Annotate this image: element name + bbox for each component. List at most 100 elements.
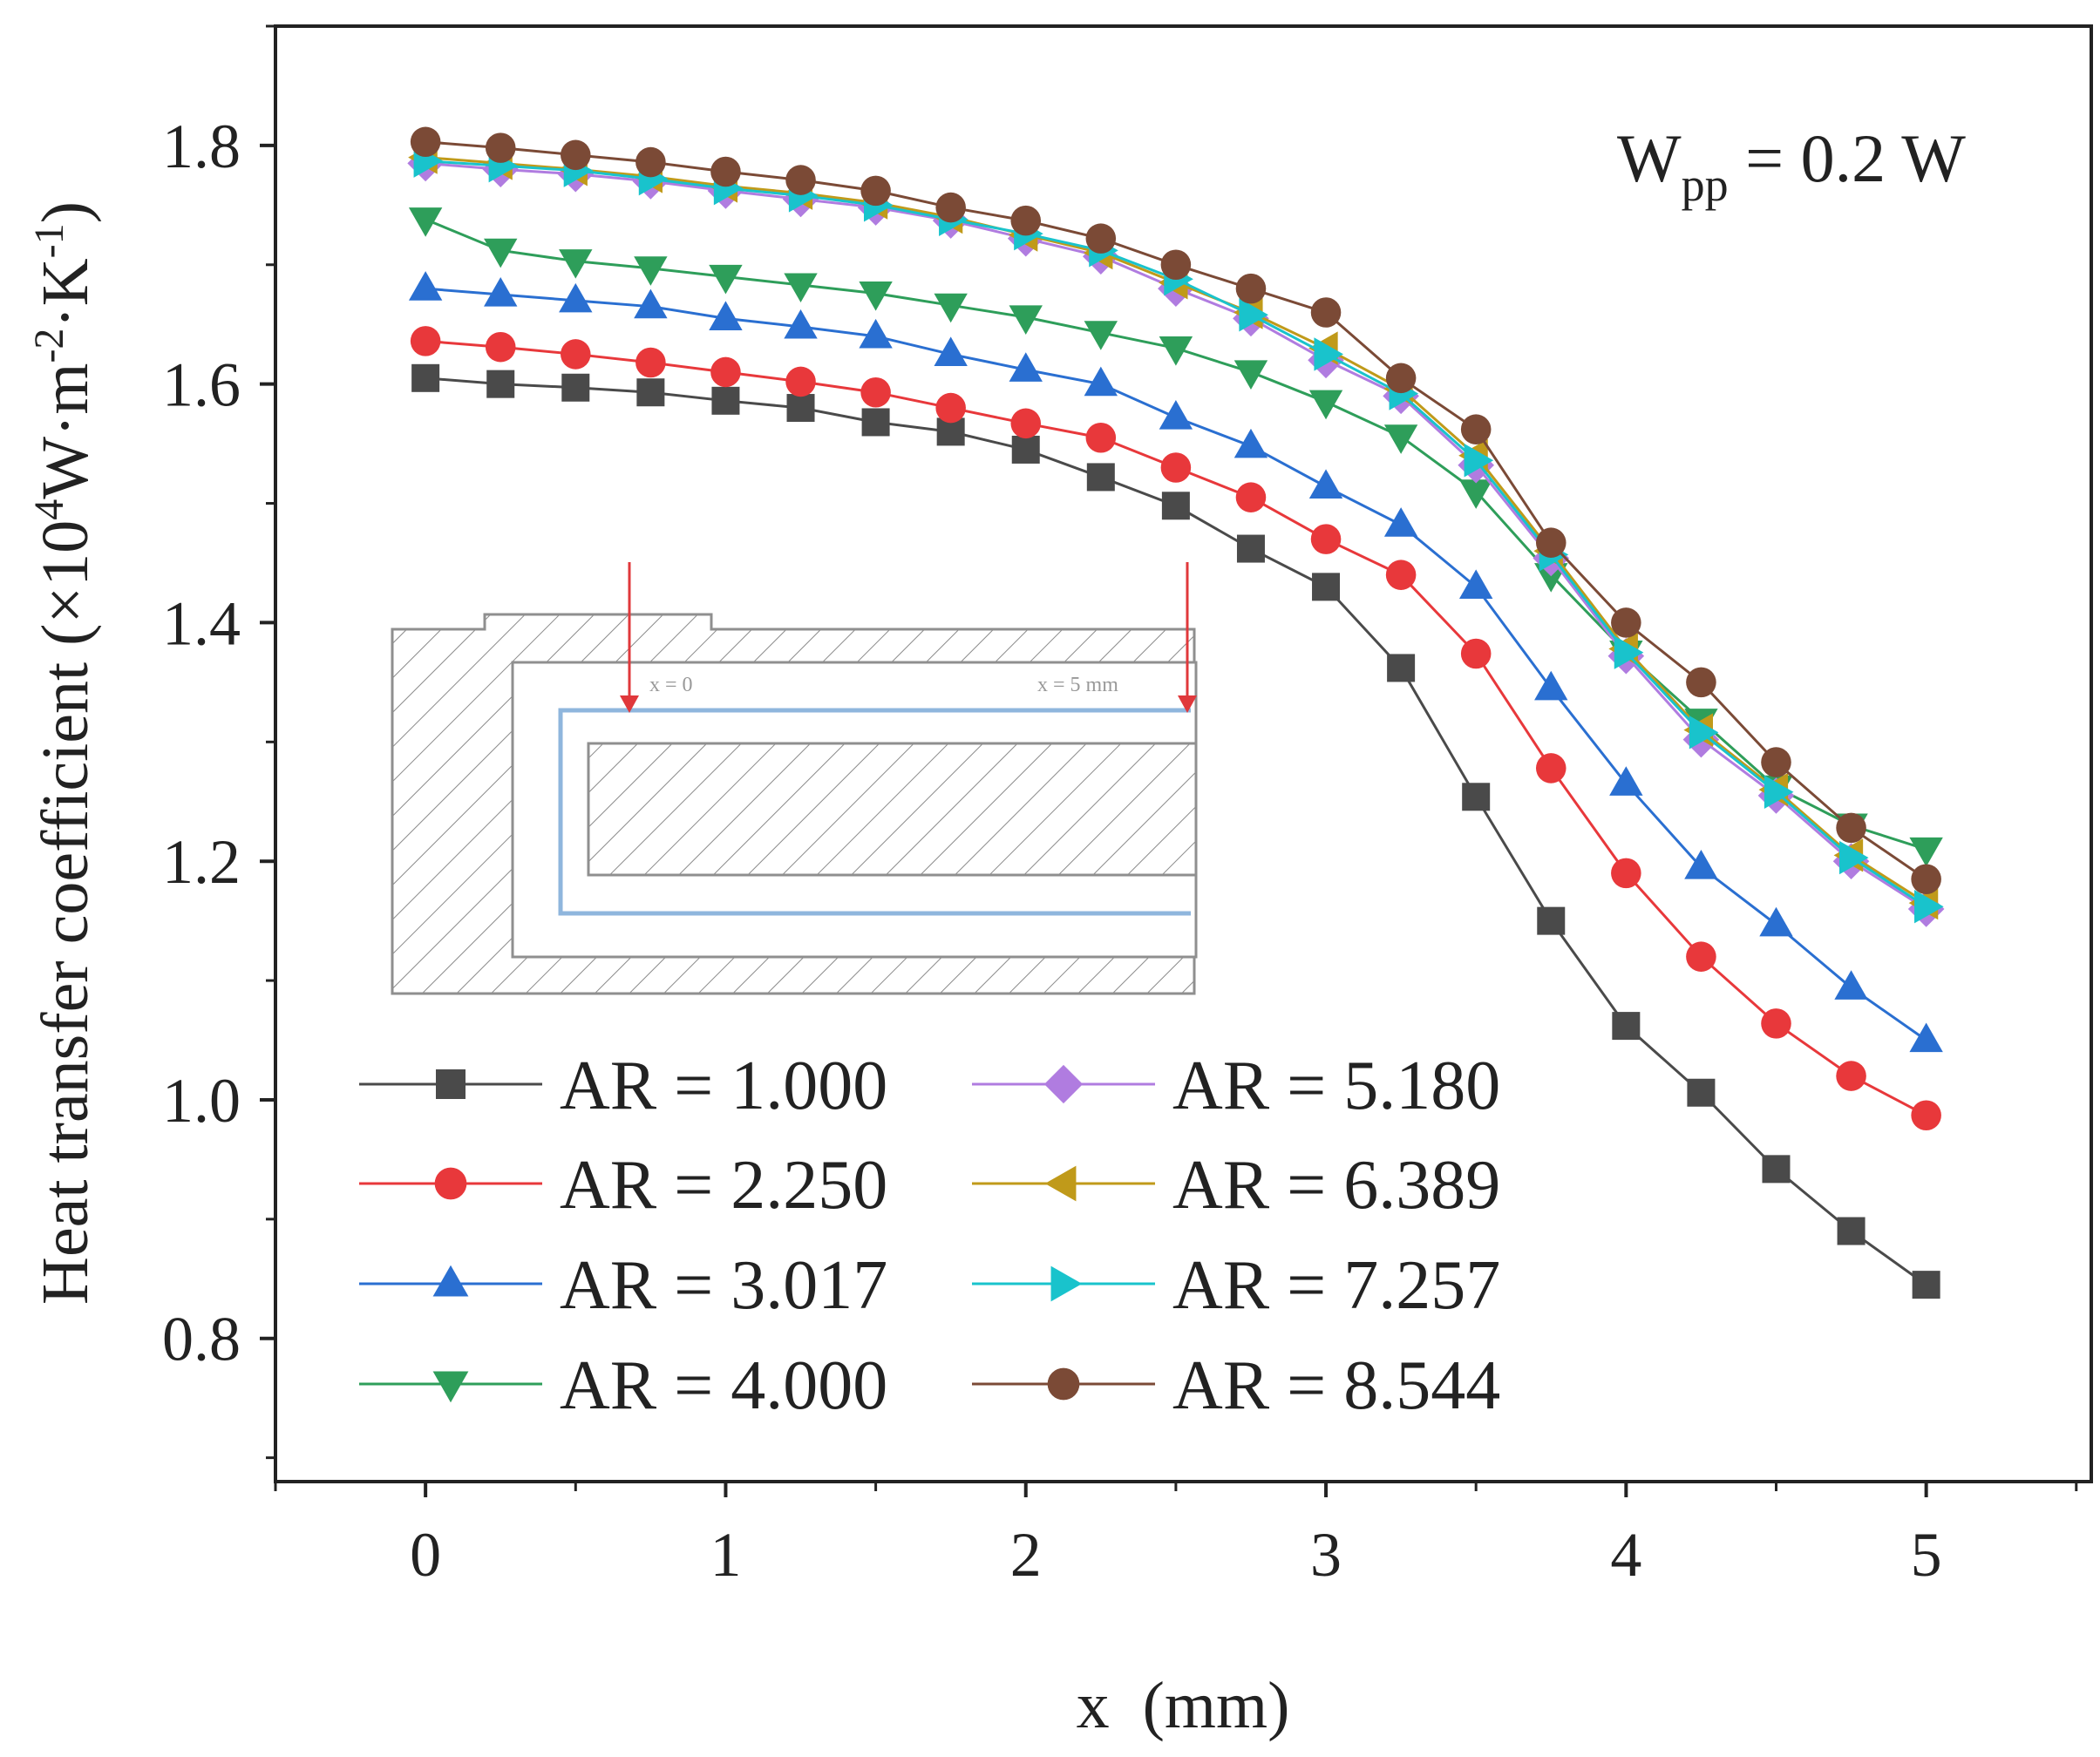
data-point [711,386,740,415]
data-point [1834,970,1868,1000]
x-tick-label: 2 [1010,1520,1042,1590]
data-point [1385,363,1417,394]
data-point [1085,422,1117,453]
data-point [561,373,590,402]
data-point [408,207,443,237]
data-point [635,146,666,178]
data-point [485,331,516,363]
data-point [1235,273,1267,304]
inset-arrowhead-x5 [1178,695,1197,713]
data-point [1535,753,1567,784]
legend-item: AR = 7.257 [972,1247,1500,1324]
data-point [1460,414,1492,444]
inset-label-x0: x = 0 [649,674,693,696]
data-point [859,318,893,349]
legend-marker [432,1371,469,1403]
y-title-exp3: -1 [26,223,72,258]
data-point [1236,534,1265,563]
legend-marker [436,1069,466,1099]
x-tick-label: 0 [410,1520,441,1590]
data-point [1909,837,1943,867]
data-point [1160,249,1192,281]
data-point [785,165,816,195]
data-point [1838,840,1869,875]
legend-item: AR = 1.000 [359,1048,887,1124]
data-point [410,326,441,356]
data-point [1308,390,1343,420]
data-point [1612,1012,1641,1041]
data-point [1836,812,1866,844]
inset-schematic: x = 0 x = 5 mm [391,562,1198,995]
data-point [1458,479,1493,509]
legend-marker [1044,1165,1077,1202]
legend-marker [1043,1064,1084,1104]
series-8 [410,126,1941,895]
axis-ticks: 0 1 2 3 4 5 0.8 1.0 1.2 1.4 1.6 1.8 [162,24,2078,1590]
y-title-exp2: -2 [26,329,72,363]
y-title-mid2: ·K [29,258,102,328]
inset-channel-line [558,708,1191,916]
legend-marker [1047,1367,1080,1401]
data-point [634,288,668,319]
y-tick-label: 1.6 [162,350,241,420]
data-point [1383,507,1418,537]
y-title-exp1: 4 [26,499,72,520]
data-point [1308,469,1343,499]
data-point [1010,205,1042,236]
annotation-sub: pp [1682,159,1729,211]
x-tick-label: 1 [710,1520,741,1590]
legend-label: AR = 7.257 [1172,1247,1500,1324]
annotation-rest: = 0.2 W [1729,120,1967,196]
x-tick-label: 5 [1911,1520,1942,1590]
data-point [785,366,816,397]
data-point [559,249,593,279]
legend-item: AR = 8.544 [972,1347,1500,1424]
legend-marker [434,1167,467,1200]
data-point [1084,321,1118,350]
data-point [559,282,593,313]
x-axis-title: x (mm) [1077,1669,1290,1742]
data-point [484,276,518,307]
data-point [1239,298,1268,332]
data-point [410,126,441,158]
legend-label: AR = 3.017 [560,1247,887,1324]
y-tick-label: 0.8 [162,1305,241,1374]
data-point [1387,654,1416,682]
data-point [1383,424,1418,454]
data-point [1084,366,1118,397]
data-point [1233,360,1268,390]
data-point [935,192,966,223]
data-point [860,175,891,207]
data-point [710,156,741,187]
data-point [934,293,968,323]
legend-label: AR = 2.250 [560,1147,887,1224]
data-point [1314,337,1344,371]
legend-marker [1050,1265,1083,1302]
data-point [1684,850,1718,879]
legend-label: AR = 5.180 [1172,1048,1500,1124]
legend-item: AR = 5.180 [972,1048,1500,1124]
data-point [1458,569,1493,599]
data-point [1159,336,1193,366]
data-point [635,347,666,378]
data-point [1911,864,1941,895]
data-point [861,408,890,437]
series-3 [408,271,1943,1053]
data-point [1759,906,1793,937]
data-point [1310,524,1342,554]
inset-inner-block [587,742,1198,877]
legend-item: AR = 2.250 [359,1147,887,1224]
data-point [1837,1217,1866,1245]
data-point [935,392,966,424]
data-point [1085,223,1117,254]
data-point [1762,1155,1791,1184]
y-tick-label: 1.0 [162,1066,241,1136]
data-point [1909,1022,1943,1053]
data-point [786,394,815,423]
data-point [1235,482,1267,512]
data-point [1460,638,1492,669]
data-point [1537,906,1566,935]
data-point [1761,1008,1791,1039]
data-point [1385,560,1417,590]
legend-item: AR = 3.017 [359,1247,887,1324]
